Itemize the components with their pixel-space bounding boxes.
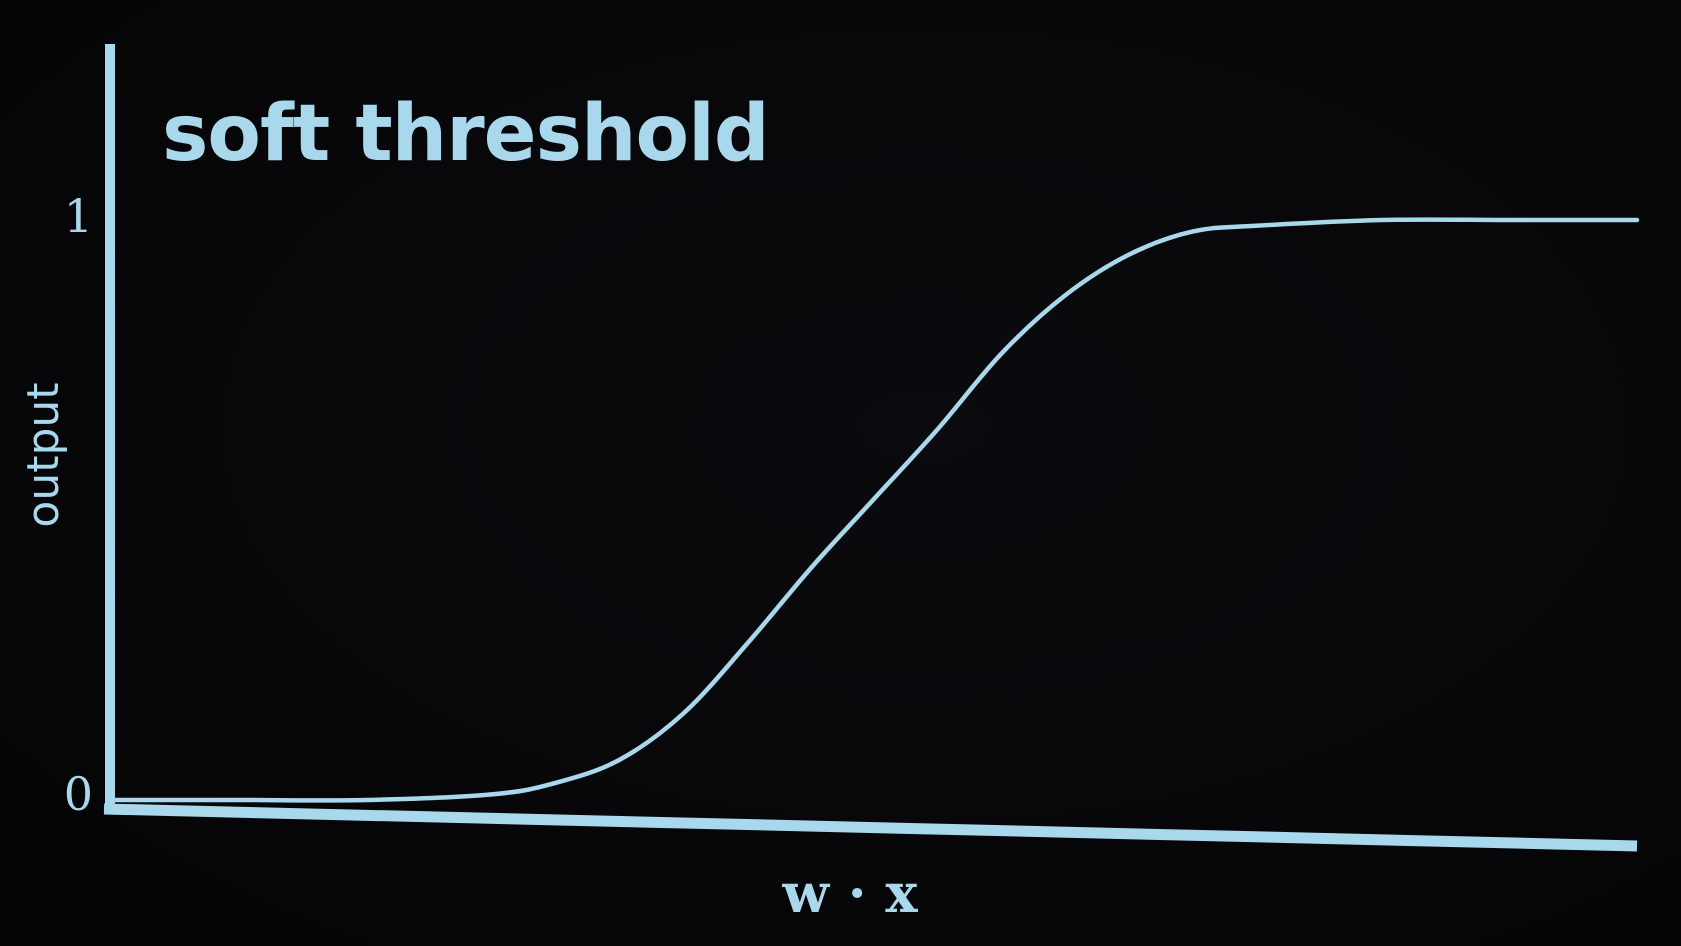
chart-title: soft threshold [162, 89, 769, 179]
y-axis-label: output [18, 382, 69, 527]
sigmoid-curve [109, 217, 1640, 803]
y-tick-label-0: 0 [64, 767, 93, 821]
x-axis [103, 803, 1638, 852]
x-axis-label: w · x [781, 861, 918, 925]
y-tick-label-1: 1 [64, 189, 93, 243]
